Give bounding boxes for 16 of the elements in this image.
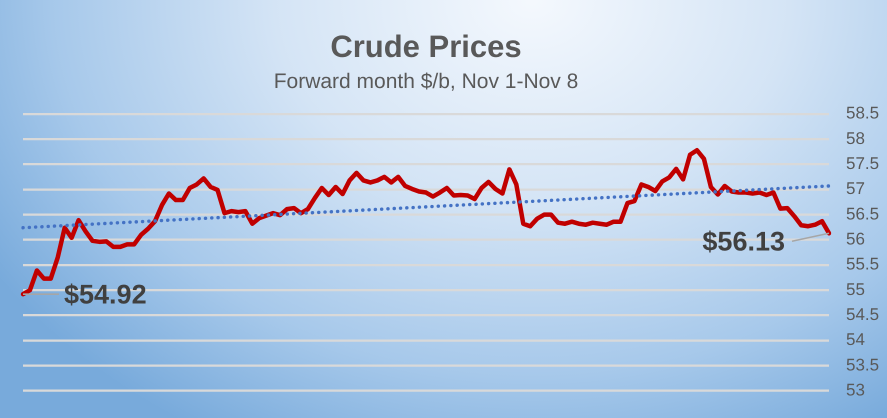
chart-title: Crude Prices [329, 29, 523, 65]
data-label: $56.13 [702, 226, 785, 257]
y-tick-label: 58.5 [846, 104, 880, 123]
y-tick-label: 57 [846, 179, 865, 198]
y-tick-label: 53.5 [846, 355, 880, 374]
y-tick-label: 54 [846, 330, 865, 350]
y-tick-label: 54.5 [846, 304, 880, 324]
y-tick-label: 57.5 [846, 154, 880, 174]
y-tick-label: 58 [846, 128, 865, 148]
y-tick-label: 56 [846, 230, 865, 249]
chart-subtitle: Forward month $/b, Nov 1-Nov 8 [272, 69, 580, 95]
y-tick-label: 53 [846, 380, 865, 400]
y-tick-label: 55.5 [846, 254, 880, 274]
data-label: $54.92 [64, 280, 147, 310]
y-tick-label: 55 [846, 280, 865, 299]
y-tick-label: 56.5 [846, 204, 880, 224]
